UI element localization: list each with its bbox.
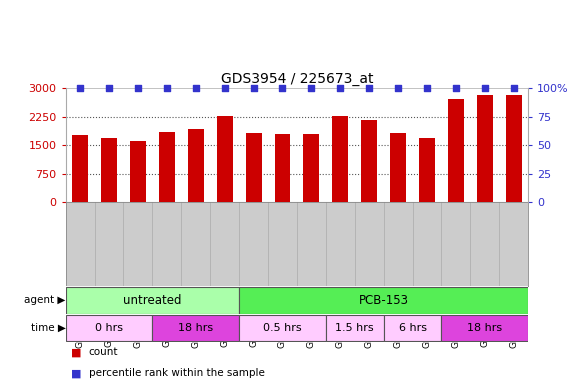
Point bbox=[104, 85, 114, 91]
Text: untreated: untreated bbox=[123, 294, 182, 307]
Bar bbox=[152, 314, 239, 341]
Bar bbox=[384, 314, 441, 341]
Bar bbox=[246, 133, 262, 202]
Bar bbox=[390, 133, 406, 202]
Text: PCB-153: PCB-153 bbox=[359, 294, 409, 307]
Bar bbox=[477, 95, 493, 202]
Point bbox=[75, 85, 85, 91]
Text: 18 hrs: 18 hrs bbox=[467, 323, 502, 333]
Text: ■: ■ bbox=[71, 368, 82, 379]
Bar bbox=[66, 287, 239, 314]
Text: 1.5 hrs: 1.5 hrs bbox=[335, 323, 374, 333]
Bar bbox=[303, 134, 319, 202]
Point bbox=[162, 85, 171, 91]
Bar bbox=[101, 137, 117, 202]
Point bbox=[220, 85, 229, 91]
Point bbox=[249, 85, 258, 91]
Text: 18 hrs: 18 hrs bbox=[178, 323, 214, 333]
Bar bbox=[72, 134, 88, 202]
Bar bbox=[188, 129, 204, 202]
Point bbox=[278, 85, 287, 91]
Point bbox=[509, 85, 518, 91]
Point bbox=[336, 85, 345, 91]
Bar bbox=[361, 120, 377, 202]
Bar bbox=[130, 141, 146, 202]
Text: count: count bbox=[89, 347, 118, 358]
Bar bbox=[419, 137, 435, 202]
Bar bbox=[275, 134, 291, 202]
Text: agent ▶: agent ▶ bbox=[25, 295, 66, 305]
Point bbox=[365, 85, 374, 91]
Bar bbox=[448, 99, 464, 202]
Point bbox=[191, 85, 200, 91]
Text: ■: ■ bbox=[71, 347, 82, 358]
Bar bbox=[506, 95, 522, 202]
Text: percentile rank within the sample: percentile rank within the sample bbox=[89, 368, 264, 379]
Bar bbox=[441, 314, 528, 341]
Bar bbox=[239, 314, 326, 341]
Point bbox=[451, 85, 460, 91]
Text: 0.5 hrs: 0.5 hrs bbox=[263, 323, 302, 333]
Text: 6 hrs: 6 hrs bbox=[399, 323, 427, 333]
Bar bbox=[217, 116, 232, 202]
Bar bbox=[159, 131, 175, 202]
Point bbox=[423, 85, 432, 91]
Point bbox=[480, 85, 489, 91]
Text: time ▶: time ▶ bbox=[31, 323, 66, 333]
Point bbox=[134, 85, 143, 91]
Point bbox=[307, 85, 316, 91]
Bar bbox=[332, 116, 348, 202]
Title: GDS3954 / 225673_at: GDS3954 / 225673_at bbox=[220, 72, 373, 86]
Point bbox=[393, 85, 403, 91]
Bar bbox=[239, 287, 528, 314]
Bar bbox=[66, 314, 152, 341]
Bar bbox=[326, 314, 384, 341]
Text: 0 hrs: 0 hrs bbox=[95, 323, 123, 333]
